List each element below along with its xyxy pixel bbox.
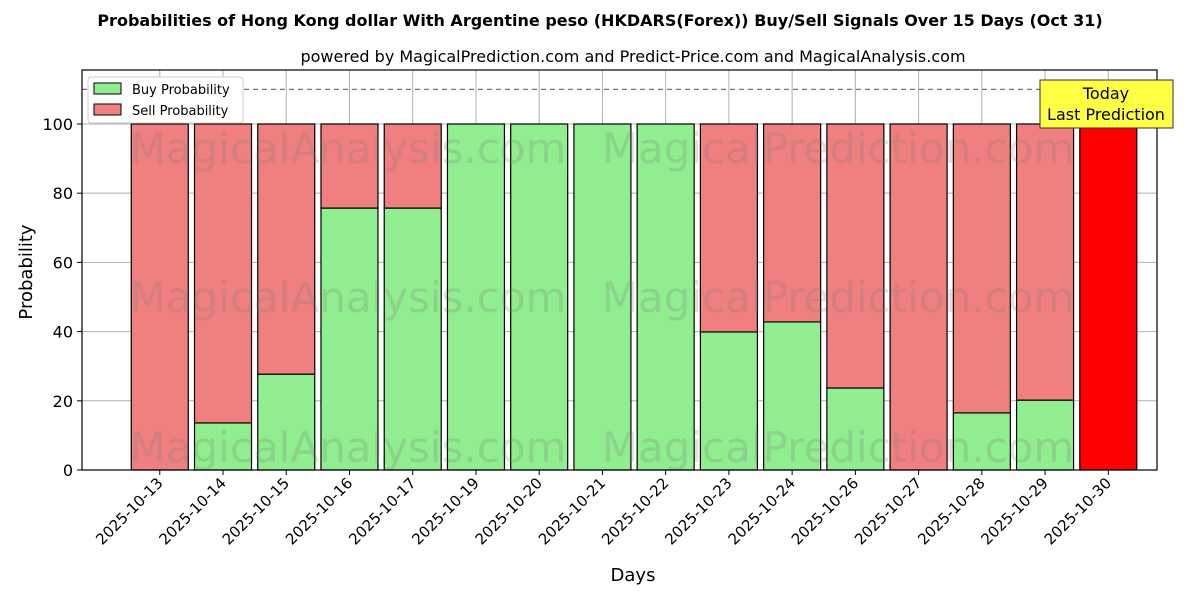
y-axis-label: Probability [16, 224, 37, 319]
sell-bar [952, 123, 1011, 414]
buy-bar [320, 207, 379, 471]
sell-bar [1015, 123, 1075, 401]
buy-bar [510, 123, 569, 471]
x-tick-label: 2025-10-26 [788, 474, 862, 548]
x-tick-label: 2025-10-19 [408, 474, 482, 548]
x-tick-label: 2025-10-27 [851, 474, 925, 548]
x-tick-label: 2025-10-22 [598, 474, 672, 548]
today-annotation: Today Last Prediction [1039, 79, 1174, 129]
buy-bar [636, 123, 695, 471]
x-tick-label: 2025-10-20 [472, 474, 546, 548]
x-tick-label: 2025-10-24 [725, 474, 799, 548]
chart-title: Probabilities of Hong Kong dollar With A… [97, 11, 1102, 30]
watermark: MagicalPrediction.com [602, 423, 1075, 472]
y-tick-label: 100 [42, 115, 73, 134]
buy-bar [699, 331, 758, 471]
y-tick-label: 40 [53, 323, 73, 342]
sell-bar [320, 123, 379, 209]
y-tick-label: 60 [53, 253, 73, 272]
buy-bar [446, 123, 506, 471]
x-tick-label: 2025-10-14 [155, 474, 229, 548]
sell-bar [763, 123, 822, 323]
legend-label-buy: Buy Probability [132, 83, 230, 98]
annotation-line1: Today [1082, 84, 1129, 103]
buy-bar [573, 123, 632, 471]
sell-bar [826, 123, 885, 389]
sell-bar [257, 123, 316, 375]
x-tick-label: 2025-10-28 [914, 474, 988, 548]
y-tick-label: 20 [53, 392, 73, 411]
x-tick-label: 2025-10-15 [219, 474, 293, 548]
watermark: MagicalAnalysis.com [130, 124, 567, 173]
x-tick-label: 2025-10-16 [282, 474, 356, 548]
plot-frame [81, 69, 1158, 471]
buy-bar [1015, 399, 1075, 471]
buy-bar [952, 412, 1011, 471]
sell-bar [889, 123, 948, 471]
sell-bar [383, 123, 442, 209]
x-tick-label: 2025-10-17 [345, 474, 419, 548]
x-axis-label: Days [611, 565, 656, 586]
y-tick-label: 0 [63, 461, 73, 480]
legend: Buy Probability Sell Probability [87, 76, 244, 124]
buy-bar [826, 387, 885, 471]
y-tick-label: 80 [53, 184, 73, 203]
chart-subtitle: powered by MagicalPrediction.com and Pre… [300, 47, 965, 66]
sell-bar [699, 123, 758, 333]
x-tick-label: 2025-10-23 [661, 474, 735, 548]
buy-bar [763, 321, 822, 471]
legend-swatch-sell [93, 103, 122, 116]
annotation-line2: Last Prediction [1047, 105, 1165, 124]
legend-label-sell: Sell Probability [132, 104, 229, 119]
x-tick-label: 2025-10-21 [535, 474, 609, 548]
watermark: MagicalPrediction.com [602, 273, 1075, 322]
watermark: MagicalAnalysis.com [130, 423, 567, 472]
sell-bar [193, 123, 253, 424]
x-tick-label: 2025-10-13 [92, 474, 166, 548]
x-tick-label: 2025-10-30 [1041, 474, 1115, 548]
sell-bar [1079, 123, 1138, 471]
legend-swatch-buy [93, 82, 122, 95]
watermark: MagicalPrediction.com [602, 124, 1075, 173]
x-tick-label: 2025-10-29 [978, 474, 1052, 548]
watermark: MagicalAnalysis.com [130, 273, 567, 322]
